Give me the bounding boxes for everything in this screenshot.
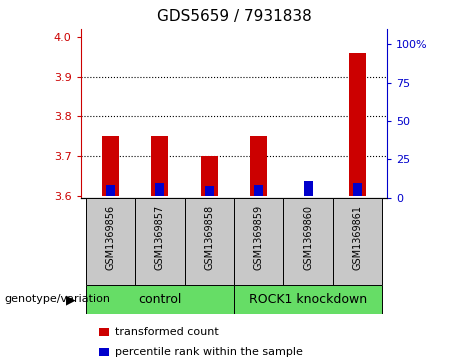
- Text: GSM1369856: GSM1369856: [106, 205, 115, 270]
- Text: genotype/variation: genotype/variation: [5, 294, 111, 305]
- Text: ▶: ▶: [66, 293, 76, 306]
- Bar: [106, 185, 115, 196]
- Bar: [250, 136, 267, 196]
- Text: control: control: [138, 293, 182, 306]
- Bar: [284, 198, 333, 285]
- Bar: [234, 285, 382, 314]
- Text: transformed count: transformed count: [115, 327, 219, 337]
- Text: GSM1369861: GSM1369861: [353, 205, 362, 270]
- Bar: [333, 198, 382, 285]
- Bar: [102, 136, 119, 196]
- Bar: [86, 198, 135, 285]
- Bar: [205, 186, 214, 196]
- Bar: [353, 183, 362, 196]
- Text: GSM1369858: GSM1369858: [204, 205, 214, 270]
- Text: GSM1369859: GSM1369859: [254, 205, 264, 270]
- Bar: [304, 181, 313, 196]
- Text: percentile rank within the sample: percentile rank within the sample: [115, 347, 303, 357]
- Title: GDS5659 / 7931838: GDS5659 / 7931838: [157, 9, 311, 24]
- Bar: [349, 53, 366, 196]
- Bar: [201, 156, 218, 196]
- Text: GSM1369857: GSM1369857: [155, 205, 165, 270]
- Bar: [184, 198, 234, 285]
- Text: GSM1369860: GSM1369860: [303, 205, 313, 270]
- Bar: [151, 136, 168, 196]
- Text: ROCK1 knockdown: ROCK1 knockdown: [249, 293, 367, 306]
- Bar: [86, 285, 234, 314]
- Bar: [135, 198, 184, 285]
- Bar: [155, 183, 164, 196]
- Bar: [254, 185, 263, 196]
- Bar: [234, 198, 284, 285]
